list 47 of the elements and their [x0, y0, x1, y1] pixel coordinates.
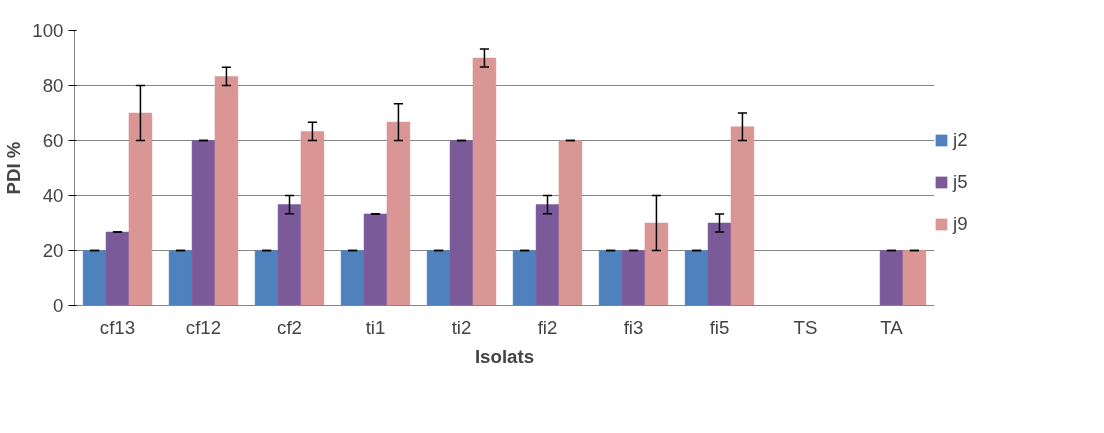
x-tick-label: fi5 — [709, 316, 730, 338]
bar — [644, 222, 669, 306]
x-tick-label: cf13 — [99, 316, 136, 338]
legend-label: j2 — [953, 129, 969, 151]
bar — [472, 57, 497, 306]
x-tick-label: TS — [793, 316, 818, 338]
bar — [879, 250, 904, 306]
bar — [426, 250, 451, 306]
x-tick-label: fi2 — [537, 316, 558, 338]
legend-label: j9 — [953, 213, 969, 235]
y-tick-label: 40 — [42, 185, 64, 206]
x-tick-label: fi3 — [623, 316, 644, 338]
x-tick-label: TA — [880, 316, 904, 338]
legend-label: j5 — [953, 171, 969, 193]
y-tick-label: 0 — [53, 295, 64, 316]
bar — [621, 250, 646, 306]
bar — [535, 204, 560, 306]
bar — [449, 140, 474, 306]
bar — [684, 250, 709, 306]
bar — [191, 140, 216, 306]
y-axis-title: PDI % — [3, 141, 25, 195]
bar — [558, 140, 583, 306]
x-tick-label: cf2 — [277, 316, 302, 338]
x-tick-label: cf12 — [185, 316, 222, 338]
bar — [902, 250, 927, 306]
bar — [214, 76, 239, 306]
y-tick-label: 80 — [42, 75, 64, 96]
y-tick-label: 20 — [42, 240, 64, 261]
bar — [730, 126, 755, 306]
bar — [598, 250, 623, 306]
bar — [707, 222, 732, 306]
bar — [105, 231, 130, 306]
x-axis-title: Isolats — [474, 345, 535, 367]
bar — [300, 131, 325, 306]
bar — [168, 250, 193, 306]
x-tick-label: ti1 — [365, 316, 386, 338]
bar — [128, 112, 153, 306]
bar — [254, 250, 279, 306]
y-tick-label: 100 — [32, 20, 64, 41]
bar — [512, 250, 537, 306]
x-tick-label: ti2 — [451, 316, 472, 338]
bar — [82, 250, 107, 306]
bar — [340, 250, 365, 306]
y-tick-label: 60 — [42, 130, 64, 151]
bar — [277, 204, 302, 306]
bar — [386, 121, 411, 306]
bar — [363, 213, 388, 306]
